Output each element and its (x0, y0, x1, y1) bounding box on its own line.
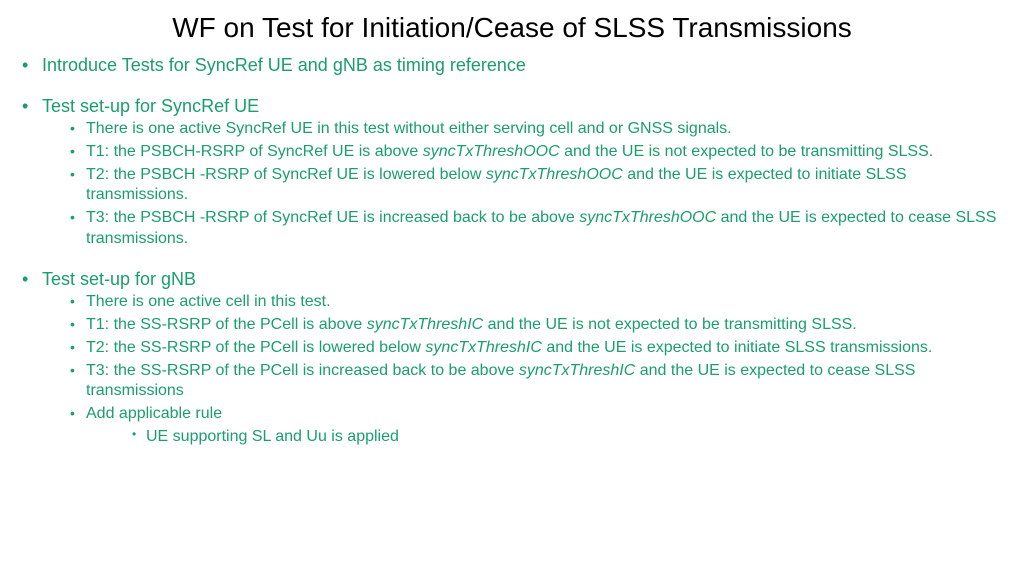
t: T3: the SS-RSRP of the PCell is increase… (86, 362, 519, 379)
sub-list-gnb: There is one active cell in this test. T… (42, 292, 1010, 448)
slide: WF on Test for Initiation/Cease of SLSS … (0, 0, 1024, 576)
param-italic: syncTxThreshOOC (486, 166, 623, 183)
t: T3: the PSBCH -RSRP of SyncRef UE is inc… (86, 209, 579, 226)
sub-bullet: T2: the PSBCH -RSRP of SyncRef UE is low… (42, 165, 1010, 207)
bullet-list: Introduce Tests for SyncRef UE and gNB a… (14, 54, 1010, 448)
t: T2: the PSBCH -RSRP of SyncRef UE is low… (86, 166, 486, 183)
sub-list-syncref: There is one active SyncRef UE in this t… (42, 119, 1010, 250)
param-italic: syncTxThreshIC (425, 339, 541, 356)
bullet-intro: Introduce Tests for SyncRef UE and gNB a… (14, 54, 1010, 77)
sub-sub-list: UE supporting SL and Uu is applied (86, 427, 1010, 448)
sub-bullet: T3: the PSBCH -RSRP of SyncRef UE is inc… (42, 208, 1010, 250)
t: T2: the SS-RSRP of the PCell is lowered … (86, 339, 425, 356)
sub-bullet: There is one active cell in this test. (42, 292, 1010, 313)
t: and the UE is expected to initiate SLSS … (542, 339, 932, 356)
spacer (14, 252, 1010, 268)
sub-bullet: T3: the SS-RSRP of the PCell is increase… (42, 361, 1010, 403)
sub-sub-bullet: UE supporting SL and Uu is applied (86, 427, 1010, 448)
sub-bullet: There is one active SyncRef UE in this t… (42, 119, 1010, 140)
param-italic: syncTxThreshOOC (579, 209, 716, 226)
bullet-text: Test set-up for gNB (42, 269, 196, 289)
sub-bullet: Add applicable rule UE supporting SL and… (42, 404, 1010, 448)
t: T1: the PSBCH-RSRP of SyncRef UE is abov… (86, 143, 423, 160)
bullet-gnb-heading: Test set-up for gNB There is one active … (14, 268, 1010, 448)
t: and the UE is not expected to be transmi… (560, 143, 934, 160)
sub-bullet: T1: the PSBCH-RSRP of SyncRef UE is abov… (42, 142, 1010, 163)
t: and the UE is not expected to be transmi… (483, 316, 857, 333)
bullet-syncref-heading: Test set-up for SyncRef UE There is one … (14, 95, 1010, 250)
slide-title: WF on Test for Initiation/Cease of SLSS … (14, 12, 1010, 44)
t: T1: the SS-RSRP of the PCell is above (86, 316, 367, 333)
param-italic: syncTxThreshIC (367, 316, 483, 333)
bullet-text: Add applicable rule (86, 405, 222, 422)
param-italic: syncTxThreshIC (519, 362, 635, 379)
sub-bullet: T1: the SS-RSRP of the PCell is above sy… (42, 315, 1010, 336)
sub-bullet: T2: the SS-RSRP of the PCell is lowered … (42, 338, 1010, 359)
bullet-text: Test set-up for SyncRef UE (42, 96, 259, 116)
spacer (14, 79, 1010, 95)
param-italic: syncTxThreshOOC (423, 143, 560, 160)
